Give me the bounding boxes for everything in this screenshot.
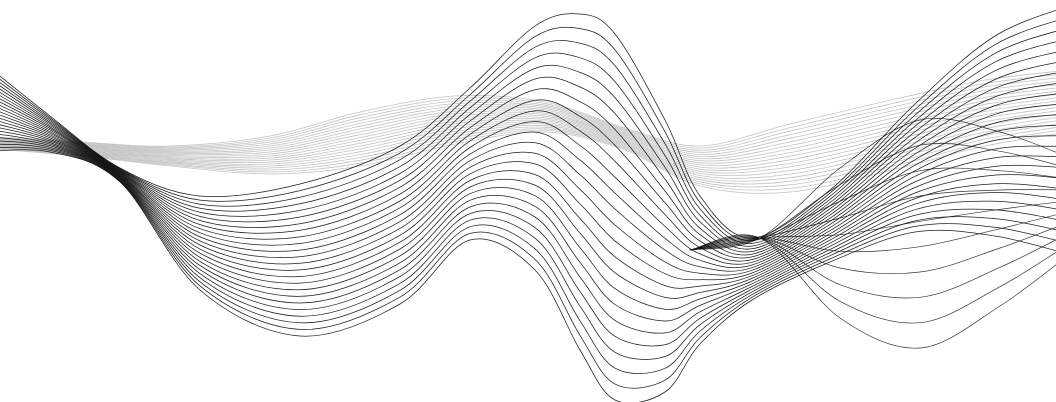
dark-wave-line (0, 51, 1056, 250)
crossing-wave-line (689, 201, 1056, 251)
light-wave-line (0, 100, 1056, 167)
dark-wave-line (0, 108, 1056, 269)
light-wave-line (0, 71, 1056, 147)
light-wave-line (0, 127, 1056, 188)
dark-wave-line (0, 72, 1056, 256)
crossing-wave-line (689, 226, 1056, 275)
crossing-wave-line (689, 189, 1056, 251)
crossing-wave-line (689, 167, 1056, 251)
dark-wave-line (0, 111, 1056, 272)
dark-wave-line (0, 143, 1056, 374)
dark-wave-line (0, 62, 1056, 253)
dark-wave-line (0, 83, 1056, 259)
dark-wave-group (0, 9, 1056, 402)
light-wave-line (0, 123, 1056, 185)
dark-wave-line (0, 137, 1056, 347)
dark-wave-line (0, 114, 1056, 276)
crossing-wave-line (689, 234, 1056, 349)
dark-wave-line (0, 9, 1056, 239)
dark-wave-line (0, 124, 1056, 299)
light-wave-line (0, 104, 1056, 169)
dark-wave-line (0, 130, 1056, 322)
light-wave-line (0, 84, 1056, 155)
light-wave-line (0, 131, 1056, 194)
dark-wave-line (0, 140, 1056, 360)
crossing-wave-line (689, 214, 1056, 253)
dark-wave-line (0, 30, 1056, 244)
dark-wave-line (0, 20, 1056, 242)
dark-wave-line (0, 41, 1056, 247)
dark-wave-line (0, 134, 1056, 334)
light-wave-line (0, 80, 1056, 153)
light-wave-line (0, 120, 1056, 182)
light-wave-line (0, 77, 1056, 151)
light-wave-line (0, 87, 1056, 158)
crossing-wave-line (689, 143, 1056, 251)
light-wave-line (0, 107, 1056, 171)
dark-wave-line (0, 146, 1056, 389)
dark-wave-line (0, 149, 1056, 402)
dark-wave-line (0, 93, 1056, 262)
light-wave-line (0, 74, 1056, 149)
dark-wave-line (0, 117, 1056, 281)
dark-wave-line (0, 127, 1056, 310)
dark-wave-line (0, 121, 1056, 289)
light-wave-line (0, 110, 1056, 174)
